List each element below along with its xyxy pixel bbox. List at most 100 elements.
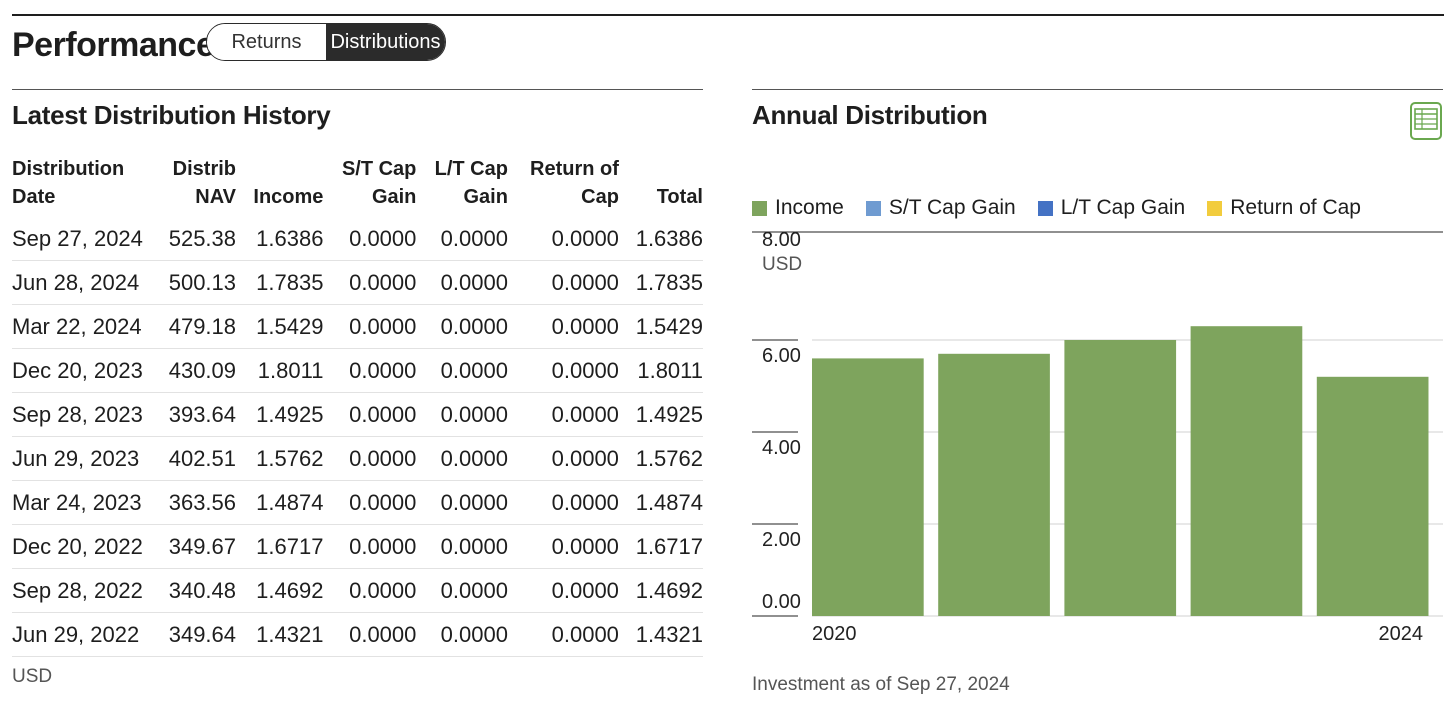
cell-total: 1.7835: [618, 260, 703, 305]
y-tick-label: 4.00: [762, 437, 801, 459]
y-tick-label: 8.00: [762, 229, 801, 251]
cell-st-cap-gain: 0.0000: [323, 568, 417, 613]
table-body: Sep 27, 2024 525.38 1.6386 0.0000 0.0000 0.00…: [12, 217, 703, 657]
bar-income-2022: [1064, 340, 1177, 616]
cell-income: 1.6717: [236, 524, 324, 569]
cell-st-cap-gain: 0.0000: [323, 217, 417, 261]
annual-section-title: Annual Distribution: [752, 100, 988, 130]
cell-nav: 402.51: [152, 436, 237, 481]
table-row: Sep 27, 2024 525.38 1.6386 0.0000 0.0000 0.00…: [12, 217, 703, 261]
legend-item-return-of-cap: Return of Cap: [1207, 196, 1361, 220]
history-divider: [12, 89, 703, 90]
table-view-button[interactable]: [1410, 102, 1442, 140]
cell-date: Mar 22, 2024: [12, 304, 152, 349]
legend-item-st-cap-gain: S/T Cap Gain: [865, 196, 1016, 220]
bar-income-2021: [938, 353, 1050, 616]
cell-nav: 349.64: [152, 612, 237, 657]
chart-legend: Income S/T Cap Gain L/T Cap Gain Return …: [752, 196, 1383, 220]
legend-label-return-of-cap: Return of Cap: [1230, 196, 1361, 219]
history-section-title: Latest Distribution History: [12, 100, 331, 130]
bar-income-2024: [1316, 376, 1429, 616]
cell-income: 1.7835: [236, 260, 324, 305]
table-row: Jun 29, 2022 349.64 1.4321 0.0000 0.0000 0.00…: [12, 612, 703, 657]
legend-swatch-st-cap-gain: [865, 200, 881, 216]
cell-lt-cap-gain: 0.0000: [416, 304, 508, 349]
cell-date: Dec 20, 2022: [12, 524, 152, 569]
annual-distribution-chart: 0.00 2.00 4.00 6.00 8.00 USD 2020 2024: [752, 229, 1443, 645]
cell-st-cap-gain: 0.0000: [323, 348, 417, 393]
column-header-st-cap-gain: S/T Cap Gain: [341, 158, 417, 208]
cell-lt-cap-gain: 0.0000: [416, 568, 508, 613]
cell-st-cap-gain: 0.0000: [323, 524, 417, 569]
column-header-income: Income: [253, 186, 324, 208]
legend-swatch-return-of-cap: [1207, 200, 1223, 216]
cell-total: 1.4874: [618, 480, 703, 525]
distribution-history-table: Distribution Date Distrib NAV Income S/T C…: [12, 155, 703, 657]
y-tick-label: 2.00: [762, 529, 801, 551]
cell-nav: 525.38: [152, 217, 237, 261]
bar-income-2020: [812, 358, 924, 616]
x-tick-label: 2020: [812, 623, 857, 645]
y-tick-label: 0.00: [762, 591, 801, 613]
table-row: Dec 20, 2023 430.09 1.8011 0.0000 0.0000 0.00…: [12, 348, 703, 393]
cell-date: Dec 20, 2023: [12, 348, 152, 393]
annual-divider: [752, 89, 1443, 90]
cell-income: 1.8011: [236, 348, 324, 393]
cell-st-cap-gain: 0.0000: [323, 612, 417, 657]
cell-st-cap-gain: 0.0000: [323, 392, 417, 437]
column-header-distrib-nav: Distrib NAV: [172, 158, 237, 208]
table-row: Jun 29, 2023 402.51 1.5762 0.0000 0.0000 0.00…: [12, 436, 703, 481]
cell-nav: 349.67: [152, 524, 237, 569]
cell-nav: 363.56: [152, 480, 237, 525]
cell-income: 1.4874: [236, 480, 324, 525]
cell-total: 1.5762: [618, 436, 703, 481]
legend-item-income: Income: [752, 196, 844, 220]
cell-nav: 340.48: [152, 568, 237, 613]
cell-total: 1.6386: [618, 217, 703, 261]
cell-st-cap-gain: 0.0000: [323, 304, 417, 349]
cell-return-of-cap: 0.0000: [507, 392, 619, 437]
cell-total: 1.6717: [618, 524, 703, 569]
cell-income: 1.5762: [236, 436, 324, 481]
cell-date: Jun 28, 2024: [12, 260, 152, 305]
cell-return-of-cap: 0.0000: [507, 348, 619, 393]
legend-label-income: Income: [775, 196, 844, 219]
cell-income: 1.4925: [236, 392, 324, 437]
cell-return-of-cap: 0.0000: [507, 260, 619, 305]
cell-lt-cap-gain: 0.0000: [416, 348, 508, 393]
cell-income: 1.4692: [236, 568, 324, 613]
table-row: Jun 28, 2024 500.13 1.7835 0.0000 0.0000 0.00…: [12, 260, 703, 305]
cell-date: Mar 24, 2023: [12, 480, 152, 525]
cell-total: 1.4321: [618, 612, 703, 657]
cell-lt-cap-gain: 0.0000: [416, 612, 508, 657]
cell-date: Sep 28, 2023: [12, 392, 152, 437]
cell-lt-cap-gain: 0.0000: [416, 392, 508, 437]
x-tick-label: 2024: [1379, 623, 1424, 645]
table-row: Mar 22, 2024 479.18 1.5429 0.0000 0.0000 0.00…: [12, 304, 703, 349]
legend-label-st-cap-gain: S/T Cap Gain: [888, 196, 1016, 219]
column-header-distribution-date: Distribution Date: [12, 158, 125, 208]
tab-distributions[interactable]: Distributions: [326, 24, 445, 60]
cell-lt-cap-gain: 0.0000: [416, 260, 508, 305]
cell-st-cap-gain: 0.0000: [323, 436, 417, 481]
cell-return-of-cap: 0.0000: [507, 524, 619, 569]
cell-return-of-cap: 0.0000: [507, 480, 619, 525]
cell-return-of-cap: 0.0000: [507, 436, 619, 481]
cell-total: 1.4692: [618, 568, 703, 613]
cell-lt-cap-gain: 0.0000: [416, 436, 508, 481]
cell-return-of-cap: 0.0000: [507, 217, 619, 261]
table-row: Mar 24, 2023 363.56 1.4874 0.0000 0.0000 0.00…: [12, 480, 703, 525]
cell-st-cap-gain: 0.0000: [323, 480, 417, 525]
tab-returns[interactable]: Returns: [207, 24, 326, 60]
investment-as-of-note: Investment as of Sep 27, 2024: [752, 674, 1010, 695]
performance-view-toggle: Returns Distributions: [206, 23, 446, 61]
top-divider: [12, 14, 1444, 16]
cell-total: 1.8011: [618, 348, 703, 393]
cell-return-of-cap: 0.0000: [507, 568, 619, 613]
y-axis-unit: USD: [762, 254, 802, 275]
table-row: Dec 20, 2022 349.67 1.6717 0.0000 0.0000 0.00…: [12, 524, 703, 569]
legend-swatch-lt-cap-gain: [1037, 200, 1053, 216]
table-row: Sep 28, 2022 340.48 1.4692 0.0000 0.0000 0.00…: [12, 568, 703, 613]
cell-return-of-cap: 0.0000: [507, 304, 619, 349]
cell-lt-cap-gain: 0.0000: [416, 217, 508, 261]
